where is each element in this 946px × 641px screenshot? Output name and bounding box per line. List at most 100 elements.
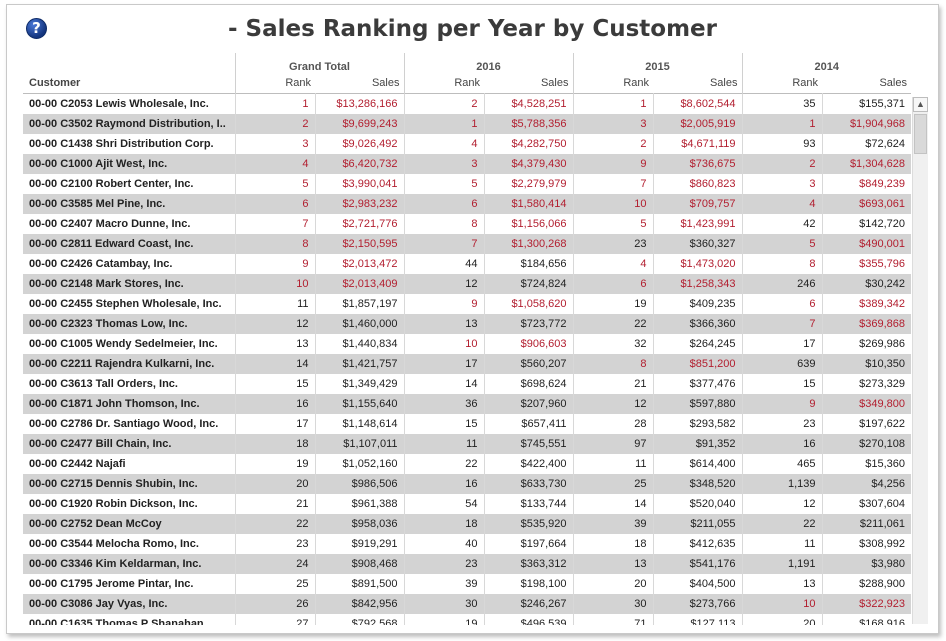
- rank-cell: 5: [572, 214, 653, 234]
- question-circle-icon[interactable]: ?: [26, 18, 47, 39]
- sales-cell: $2,013,472: [314, 254, 404, 274]
- table-row[interactable]: 00-00 C3585 Mel Pine, Inc. 6 $2,983,232 6 $1…: [23, 194, 911, 214]
- sales-cell: $270,108: [821, 434, 911, 454]
- rank-cell: 1,139: [741, 474, 822, 494]
- rank-cell: 44: [403, 254, 484, 274]
- customer-cell: 00-00 C2426 Catambay, Inc.: [23, 254, 235, 274]
- sales-cell: $1,107,011: [314, 434, 404, 454]
- rank-cell: 13: [741, 574, 822, 594]
- sales-cell: $3,980: [821, 554, 911, 574]
- group-header-2014[interactable]: 2014: [741, 53, 911, 73]
- rank-column-header[interactable]: Rank: [403, 73, 484, 94]
- table-row[interactable]: 00-00 C3544 Melocha Romo, Inc. 23 $919,291…: [23, 534, 911, 554]
- rank-cell: 30: [403, 594, 484, 614]
- table-row[interactable]: 00-00 C2211 Rajendra Kulkarni, Inc. 14 $1,…: [23, 354, 911, 374]
- table-row[interactable]: 00-00 C2786 Dr. Santiago Wood, Inc. 17 $1,…: [23, 414, 911, 434]
- table-row[interactable]: 00-00 C1920 Robin Dickson, Inc. 21 $961,38…: [23, 494, 911, 514]
- customer-cell: 00-00 C3585 Mel Pine, Inc.: [23, 194, 235, 214]
- sales-cell: $906,603: [483, 334, 573, 354]
- table-row[interactable]: 00-00 C2752 Dean McCoy 22 $958,036 18 $535,9…: [23, 514, 911, 534]
- table-row[interactable]: 00-00 C1000 Ajit West, Inc. 4 $6,420,732 3 $…: [23, 154, 911, 174]
- rank-cell: 11: [403, 434, 484, 454]
- rank-cell: 10: [741, 594, 822, 614]
- rank-cell: 12: [234, 314, 315, 334]
- sales-cell: $273,766: [652, 594, 742, 614]
- sales-cell: $30,242: [821, 274, 911, 294]
- sales-cell: $1,052,160: [314, 454, 404, 474]
- rank-cell: 5: [403, 174, 484, 194]
- customer-cell: 00-00 C2323 Thomas Low, Inc.: [23, 314, 235, 334]
- sales-cell: $860,823: [652, 174, 742, 194]
- rank-cell: 28: [572, 414, 653, 434]
- table-row[interactable]: 00-00 C3502 Raymond Distribution, I.. 2 $9…: [23, 114, 911, 134]
- table-row[interactable]: 00-00 C2442 Najafi 19 $1,052,160 22 $422,400…: [23, 454, 911, 474]
- rank-column-header[interactable]: Rank: [234, 73, 315, 94]
- group-header-grand-total[interactable]: Grand Total: [234, 53, 404, 73]
- sales-column-header[interactable]: Sales: [709, 77, 738, 89]
- table-row[interactable]: 00-00 C2426 Catambay, Inc. 9 $2,013,472 44 $…: [23, 254, 911, 274]
- sales-cell: $745,551: [483, 434, 573, 454]
- sales-cell: $288,900: [821, 574, 911, 594]
- rank-cell: 3: [741, 174, 822, 194]
- rank-cell: 4: [572, 254, 653, 274]
- sales-cell: $1,304,628: [821, 154, 911, 174]
- rank-cell: 15: [741, 374, 822, 394]
- group-header-2015[interactable]: 2015: [572, 53, 742, 73]
- rank-cell: 1: [572, 93, 653, 114]
- table-row[interactable]: 00-00 C1635 Thomas P Shanahan 27 $792,568 1…: [23, 614, 911, 625]
- sales-cell: $4,671,119: [652, 134, 742, 154]
- sales-cell: $849,239: [821, 174, 911, 194]
- sales-cell: $360,327: [652, 234, 742, 254]
- column-header-row: Customer Rank Sales Rank Sales Rank Sale…: [23, 73, 911, 94]
- sales-cell: $1,473,020: [652, 254, 742, 274]
- table-row[interactable]: 00-00 C1871 John Thomson, Inc. 16 $1,155,6…: [23, 394, 911, 414]
- sales-cell: $348,520: [652, 474, 742, 494]
- sales-cell: $184,656: [483, 254, 573, 274]
- table-row[interactable]: 00-00 C1795 Jerome Pintar, Inc. 25 $891,50…: [23, 574, 911, 594]
- sales-cell: $614,400: [652, 454, 742, 474]
- caret-up-icon[interactable]: ▲: [913, 97, 928, 112]
- group-header-2016[interactable]: 2016: [403, 53, 573, 73]
- customer-cell: 00-00 C2442 Najafi: [23, 454, 235, 474]
- table-row[interactable]: 00-00 C1005 Wendy Sedelmeier, Inc. 13 $1,4…: [23, 334, 911, 354]
- rank-cell: 1: [741, 114, 822, 134]
- sales-cell: $13,286,166: [314, 93, 404, 114]
- table-row[interactable]: 00-00 C2715 Dennis Shubin, Inc. 20 $986,50…: [23, 474, 911, 494]
- sales-cell: $10,350: [821, 354, 911, 374]
- table-row[interactable]: 00-00 C2811 Edward Coast, Inc. 8 $2,150,59…: [23, 234, 911, 254]
- rank-cell: 16: [403, 474, 484, 494]
- rank-cell: 6: [741, 294, 822, 314]
- table-row[interactable]: 00-00 C2477 Bill Chain, Inc. 18 $1,107,011…: [23, 434, 911, 454]
- rank-cell: 39: [403, 574, 484, 594]
- rank-column-header[interactable]: Rank: [572, 73, 653, 94]
- sales-column-header[interactable]: Sales: [540, 77, 569, 89]
- rank-cell: 9: [403, 294, 484, 314]
- customer-column-header[interactable]: Customer: [29, 77, 81, 89]
- scrollbar-thumb[interactable]: [914, 114, 927, 154]
- table-row[interactable]: 00-00 C3613 Tall Orders, Inc. 15 $1,349,42…: [23, 374, 911, 394]
- sales-column-header[interactable]: Sales: [879, 77, 907, 89]
- table-row[interactable]: 00-00 C3086 Jay Vyas, Inc. 26 $842,956 30 $2…: [23, 594, 911, 614]
- table-row[interactable]: 00-00 C1438 Shri Distribution Corp. 3 $9,0…: [23, 134, 911, 154]
- table-row[interactable]: 00-00 C2053 Lewis Wholesale, Inc. 1 $13,28…: [23, 93, 911, 114]
- year-header-row: Grand Total 2016 2015 2014: [23, 53, 911, 73]
- rank-cell: 22: [741, 514, 822, 534]
- rank-cell: 9: [741, 394, 822, 414]
- table-row[interactable]: 00-00 C2455 Stephen Wholesale, Inc. 11 $1,…: [23, 294, 911, 314]
- table-row[interactable]: 00-00 C2148 Mark Stores, Inc. 10 $2,013,40…: [23, 274, 911, 294]
- sales-cell: $919,291: [314, 534, 404, 554]
- rank-cell: 3: [403, 154, 484, 174]
- sales-cell: $308,992: [821, 534, 911, 554]
- vertical-scrollbar[interactable]: ▲: [912, 97, 928, 624]
- rank-column-header[interactable]: Rank: [741, 73, 822, 94]
- sales-cell: $724,824: [483, 274, 573, 294]
- table-row[interactable]: 00-00 C2100 Robert Center, Inc. 5 $3,990,0…: [23, 174, 911, 194]
- sales-column-header[interactable]: Sales: [371, 77, 400, 89]
- table-row[interactable]: 00-00 C2407 Macro Dunne, Inc. 7 $2,721,776…: [23, 214, 911, 234]
- sales-cell: $168,916: [821, 614, 911, 625]
- sales-cell: $633,730: [483, 474, 573, 494]
- table-row[interactable]: 00-00 C2323 Thomas Low, Inc. 12 $1,460,000…: [23, 314, 911, 334]
- table-row[interactable]: 00-00 C3346 Kim Keldarman, Inc. 24 $908,46…: [23, 554, 911, 574]
- rank-cell: 11: [234, 294, 315, 314]
- sales-cell: $1,148,614: [314, 414, 404, 434]
